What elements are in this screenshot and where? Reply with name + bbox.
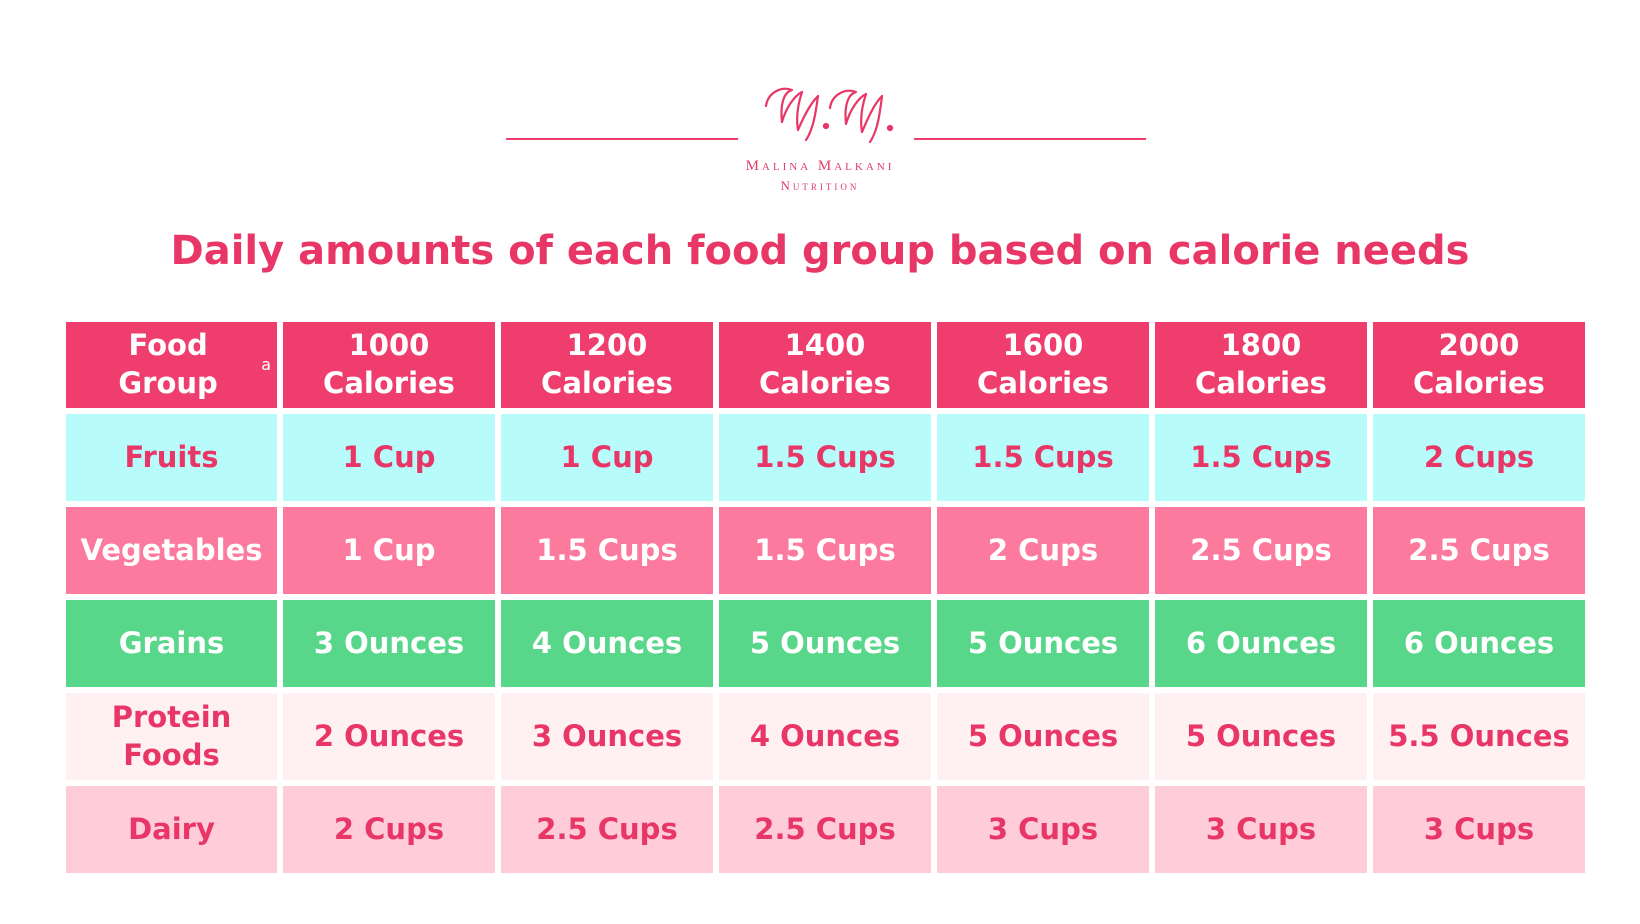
header-calories-unit: Calories	[759, 366, 891, 400]
table-cell: 3 Cups	[1155, 786, 1367, 873]
row-label-vegetables: Vegetables	[66, 507, 277, 594]
table-cell: 2.5 Cups	[501, 786, 713, 873]
table-cell: 1.5 Cups	[501, 507, 713, 594]
header-calories-1000: 1000 Calories	[283, 322, 495, 408]
header-calories-1400: 1400 Calories	[719, 322, 931, 408]
header-calories-unit: Calories	[541, 366, 673, 400]
header-calories-1200: 1200 Calories	[501, 322, 713, 408]
brand-logo: Malina Malkani Nutrition	[0, 0, 1640, 210]
table-cell: 1 Cup	[501, 414, 713, 501]
header-calories-value: 1200	[566, 328, 648, 363]
table-cell: 2 Ounces	[283, 693, 495, 780]
header-food-group: Food Group a	[66, 322, 277, 408]
table-cell: 1 Cup	[283, 507, 495, 594]
header-calories-value: 1800	[1220, 328, 1302, 363]
table-cell: 3 Cups	[1373, 786, 1585, 873]
header-calories-unit: Calories	[977, 366, 1109, 400]
table-cell: 2.5 Cups	[719, 786, 931, 873]
table-cell: 4 Ounces	[501, 600, 713, 687]
table-cell: 3 Ounces	[501, 693, 713, 780]
header-calories-value: 2000	[1438, 328, 1520, 363]
row-label-protein-foods: Protein Foods	[66, 693, 277, 780]
header-calories-unit: Calories	[1195, 366, 1327, 400]
brand-name: Malina Malkani	[745, 158, 895, 174]
header-calories-value: 1600	[1002, 328, 1084, 363]
footnote-marker: a	[261, 354, 271, 374]
food-group-table: Food Group a 1000 Calories 1200 Calories 14…	[66, 322, 1585, 873]
table-cell: 1 Cup	[283, 414, 495, 501]
row-label-dairy: Dairy	[66, 786, 277, 873]
header-calories-value: 1000	[348, 328, 430, 363]
header-calories-unit: Calories	[1413, 366, 1545, 400]
table-cell: 1.5 Cups	[719, 414, 931, 501]
header-calories-1600: 1600 Calories	[937, 322, 1149, 408]
table-cell: 1.5 Cups	[719, 507, 931, 594]
table-cell: 2.5 Cups	[1155, 507, 1367, 594]
table-cell: 6 Ounces	[1373, 600, 1585, 687]
row-label-grains: Grains	[66, 600, 277, 687]
table-cell: 5 Ounces	[937, 600, 1149, 687]
table-cell: 6 Ounces	[1155, 600, 1367, 687]
table-cell: 1.5 Cups	[937, 414, 1149, 501]
logo-divider-right	[914, 138, 1146, 140]
table-cell: 5 Ounces	[1155, 693, 1367, 780]
table-cell: 2.5 Cups	[1373, 507, 1585, 594]
chart-title: Daily amounts of each food group based o…	[170, 228, 1470, 274]
table-cell: 1.5 Cups	[1155, 414, 1367, 501]
table-cell: 4 Ounces	[719, 693, 931, 780]
row-label-fruits: Fruits	[66, 414, 277, 501]
header-calories-value: 1400	[784, 328, 866, 363]
table-cell: 2 Cups	[937, 507, 1149, 594]
brand-subtitle: Nutrition	[780, 178, 860, 193]
header-calories-unit: Calories	[323, 366, 455, 400]
table-cell: 5.5 Ounces	[1373, 693, 1585, 780]
table-cell: 2 Cups	[283, 786, 495, 873]
header-calories-2000: 2000 Calories	[1373, 322, 1585, 408]
header-food-group-label: Food Group	[118, 328, 218, 400]
logo-divider-left	[506, 138, 738, 140]
table-cell: 3 Ounces	[283, 600, 495, 687]
table-cell: 5 Ounces	[937, 693, 1149, 780]
table-cell: 3 Cups	[937, 786, 1149, 873]
table-cell: 2 Cups	[1373, 414, 1585, 501]
monogram-logo-icon	[764, 87, 894, 144]
header-calories-1800: 1800 Calories	[1155, 322, 1367, 408]
table-cell: 5 Ounces	[719, 600, 931, 687]
